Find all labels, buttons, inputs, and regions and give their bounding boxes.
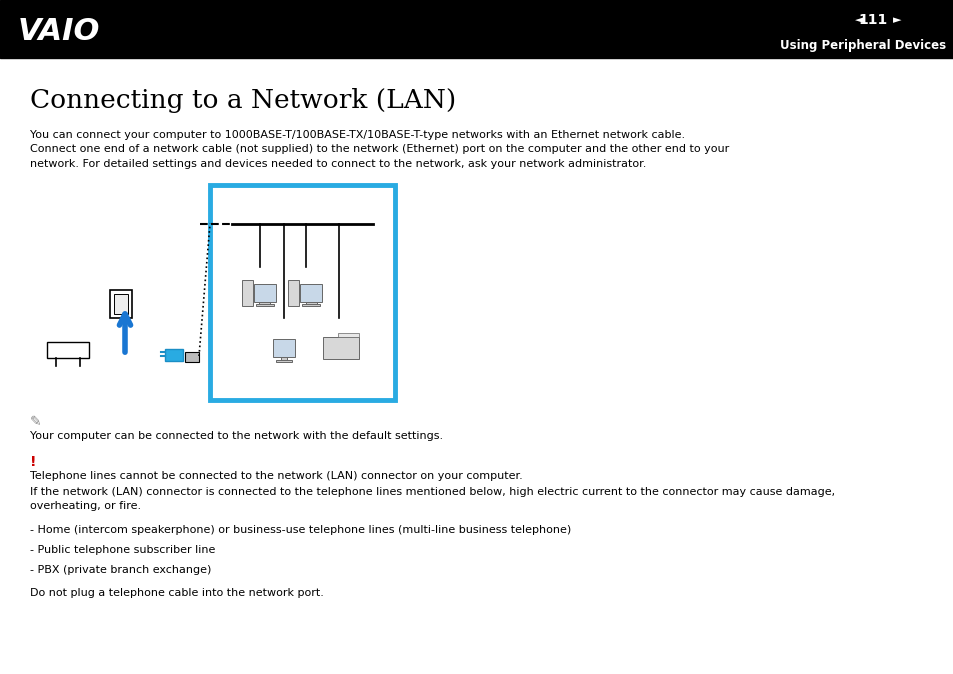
Text: - PBX (private branch exchange): - PBX (private branch exchange): [30, 565, 212, 575]
Bar: [165, 349, 183, 361]
Bar: [323, 338, 359, 359]
Text: VAIO: VAIO: [18, 18, 100, 47]
Text: 111: 111: [858, 13, 886, 28]
Bar: [253, 284, 275, 301]
Bar: [276, 360, 292, 362]
Bar: [302, 304, 319, 306]
Bar: [280, 357, 287, 360]
Text: ►: ►: [892, 16, 901, 26]
Bar: [288, 280, 299, 305]
Bar: [110, 290, 132, 318]
Text: Connecting to a Network (LAN): Connecting to a Network (LAN): [30, 88, 456, 113]
Text: If the network (LAN) connector is connected to the telephone lines mentioned bel: If the network (LAN) connector is connec…: [30, 487, 834, 512]
Text: !: !: [30, 455, 36, 469]
Bar: [210, 185, 395, 400]
Bar: [0, 0, 953, 58]
Text: ✎: ✎: [30, 415, 42, 429]
Bar: [113, 294, 128, 314]
Text: - Home (intercom speakerphone) or business-use telephone lines (multi-line busin: - Home (intercom speakerphone) or busine…: [30, 525, 571, 535]
Bar: [185, 352, 199, 362]
Text: ◄: ◄: [854, 16, 862, 26]
Text: Telephone lines cannot be connected to the network (LAN) connector on your compu: Telephone lines cannot be connected to t…: [30, 471, 522, 481]
Bar: [273, 340, 294, 357]
Text: Your computer can be connected to the network with the default settings.: Your computer can be connected to the ne…: [30, 431, 442, 441]
Bar: [337, 334, 359, 338]
Bar: [259, 301, 270, 304]
Text: - Public telephone subscriber line: - Public telephone subscriber line: [30, 545, 215, 555]
Bar: [242, 280, 253, 305]
Bar: [47, 342, 89, 358]
Text: Do not plug a telephone cable into the network port.: Do not plug a telephone cable into the n…: [30, 588, 323, 598]
Bar: [256, 304, 274, 306]
Bar: [300, 284, 322, 301]
Text: You can connect your computer to 1000BASE-T/100BASE-TX/10BASE-T-type networks wi: You can connect your computer to 1000BAS…: [30, 130, 728, 168]
Text: Using Peripheral Devices: Using Peripheral Devices: [779, 38, 945, 52]
Bar: [305, 301, 316, 304]
